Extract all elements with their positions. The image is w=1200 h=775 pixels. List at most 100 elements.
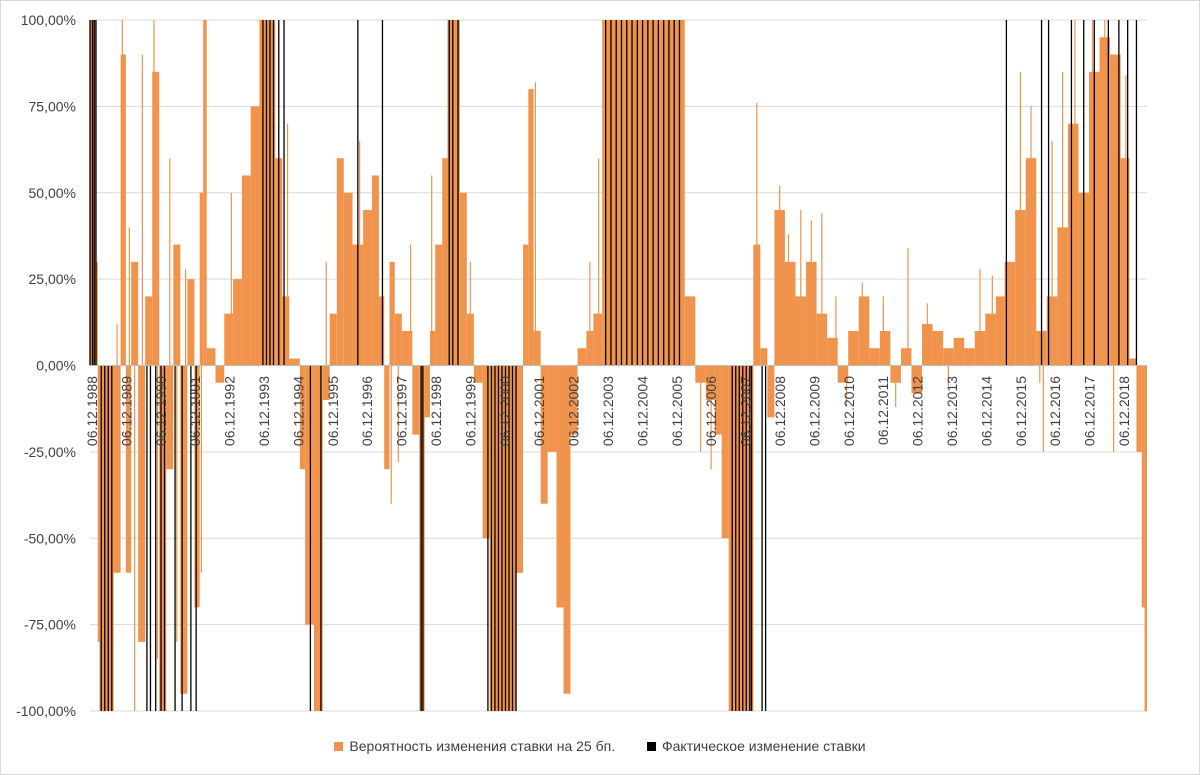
probability-bar-32 bbox=[322, 365, 330, 401]
x-tick-label-25: 06.12.2013 bbox=[944, 376, 960, 446]
probability-bar-40 bbox=[384, 365, 390, 470]
probability-bar-14 bbox=[180, 365, 188, 694]
probability-bar-7 bbox=[131, 261, 139, 366]
x-tick-label-21: 06.12.2009 bbox=[806, 376, 822, 446]
x-tick-label-19: 06.12.2007 bbox=[738, 376, 754, 446]
probability-bar-6 bbox=[125, 365, 132, 573]
probability-bar-2 bbox=[97, 365, 100, 642]
probability-bar-9 bbox=[145, 296, 153, 366]
probability-bar-44 bbox=[412, 365, 420, 435]
probability-bar-115 bbox=[1144, 365, 1147, 711]
probability-bar-34 bbox=[336, 158, 344, 366]
probability-bar-4 bbox=[113, 365, 121, 573]
y-axis-tick-labels: 100,00% 75,00% 50,00% 25,00% 0,00% -25,00% -50… bbox=[16, 12, 76, 719]
probability-bar-39 bbox=[378, 296, 385, 366]
probability-bar-91 bbox=[911, 365, 923, 394]
probability-bar-69 bbox=[684, 296, 696, 366]
x-tick-label-1: 06.12.1989 bbox=[118, 376, 134, 446]
x-tick-label-23: 06.12.2011 bbox=[875, 376, 891, 445]
probability-bar-16 bbox=[194, 365, 200, 608]
probability-bar-83 bbox=[827, 337, 838, 366]
y-tick-label-5: -25,00% bbox=[24, 444, 76, 460]
x-tick-label-4: 06.12.1992 bbox=[222, 376, 238, 446]
probability-bar-62 bbox=[556, 365, 564, 608]
x-tick-label-2: 06.12.1990 bbox=[153, 376, 169, 446]
x-tick-label-28: 06.12.2016 bbox=[1047, 376, 1063, 446]
probability-bar-24 bbox=[250, 106, 260, 366]
probability-bar-56 bbox=[516, 365, 524, 573]
x-tick-label-30: 06.12.2018 bbox=[1116, 376, 1132, 446]
x-tick-label-3: 06.12.1991 bbox=[187, 376, 203, 446]
legend-swatch-actual bbox=[646, 742, 656, 751]
probability-bar-51 bbox=[459, 192, 467, 366]
x-tick-label-13: 06.12.2001 bbox=[531, 376, 547, 446]
probability-bar-71 bbox=[705, 365, 715, 401]
probability-bar-54 bbox=[482, 365, 490, 539]
probability-bar-17 bbox=[199, 192, 204, 366]
probability-bar-46 bbox=[424, 365, 430, 418]
x-tick-label-18: 06.12.2006 bbox=[703, 376, 719, 446]
probability-bar-113 bbox=[1136, 365, 1142, 452]
x-tick-label-11: 06.12.1999 bbox=[462, 376, 478, 446]
probability-bar-72 bbox=[714, 365, 722, 435]
probability-bar-48 bbox=[435, 244, 443, 366]
probability-bar-96 bbox=[964, 348, 975, 366]
probability-bar-15 bbox=[187, 279, 195, 366]
probability-bar-53 bbox=[473, 365, 483, 383]
probability-bar-68 bbox=[602, 20, 685, 366]
actual-change-series bbox=[89, 20, 1138, 711]
y-tick-label-8: -100,00% bbox=[16, 703, 76, 719]
probability-bar-79 bbox=[784, 261, 796, 366]
x-tick-label-6: 06.12.1994 bbox=[290, 376, 306, 446]
probability-bar-112 bbox=[1129, 358, 1137, 366]
probability-bar-93 bbox=[932, 330, 944, 366]
probability-bar-27 bbox=[282, 296, 290, 366]
x-tick-label-17: 06.12.2005 bbox=[669, 376, 685, 446]
legend-item-probability: Вероятность изменения ставки на 25 бп. bbox=[334, 738, 615, 754]
x-tick-label-15: 06.12.2003 bbox=[600, 376, 616, 446]
x-tick-label-20: 06.12.2008 bbox=[772, 376, 788, 446]
x-tick-label-29: 06.12.2017 bbox=[1082, 376, 1098, 446]
probability-bar-60 bbox=[540, 365, 548, 504]
probability-bar-55 bbox=[489, 365, 517, 711]
probability-bar-64 bbox=[570, 365, 578, 435]
probability-bar-114 bbox=[1141, 365, 1145, 608]
y-tick-label-2: 50,00% bbox=[29, 185, 76, 201]
probability-bar-38 bbox=[371, 175, 379, 366]
probability-bar-76 bbox=[760, 348, 768, 366]
x-tick-label-10: 06.12.1998 bbox=[428, 376, 444, 446]
probability-bar-20 bbox=[215, 365, 225, 383]
probability-bar-94 bbox=[943, 348, 954, 366]
probability-bar-67 bbox=[593, 313, 603, 366]
probability-bar-23 bbox=[241, 175, 251, 366]
probability-bar-5 bbox=[120, 54, 126, 366]
probability-bar-29 bbox=[299, 365, 306, 470]
probability-bar-86 bbox=[858, 296, 870, 366]
probability-bar-43 bbox=[401, 330, 413, 366]
probability-bar-100 bbox=[1004, 261, 1016, 366]
y-tick-label-7: -75,00% bbox=[24, 617, 76, 633]
x-tick-label-26: 06.12.2014 bbox=[978, 376, 994, 446]
y-tick-label-3: 25,00% bbox=[29, 271, 76, 287]
probability-bar-65 bbox=[577, 348, 587, 366]
probability-bar-12 bbox=[166, 365, 174, 470]
probability-bar-41 bbox=[389, 261, 395, 366]
probability-bar-73 bbox=[721, 365, 729, 539]
x-tick-label-16: 06.12.2004 bbox=[634, 376, 650, 446]
probability-bar-95 bbox=[953, 337, 965, 366]
probability-bar-106 bbox=[1067, 123, 1079, 366]
y-tick-label-0: 100,00% bbox=[21, 12, 76, 28]
probability-bar-99 bbox=[995, 296, 1005, 366]
legend-item-actual: Фактическое изменение ставки bbox=[646, 738, 866, 754]
legend-label-probability: Вероятность изменения ставки на 25 бп. bbox=[349, 738, 616, 754]
probability-bar-88 bbox=[879, 330, 891, 366]
probability-bar-30 bbox=[305, 365, 314, 625]
y-tick-label-1: 75,00% bbox=[29, 98, 76, 114]
probability-bar-37 bbox=[363, 210, 372, 366]
probability-bar-1 bbox=[95, 261, 98, 366]
probability-bar-10 bbox=[152, 71, 160, 366]
probability-bar-35 bbox=[343, 192, 353, 366]
x-tick-label-27: 06.12.2015 bbox=[1013, 376, 1029, 446]
probability-bar-13 bbox=[173, 244, 181, 366]
